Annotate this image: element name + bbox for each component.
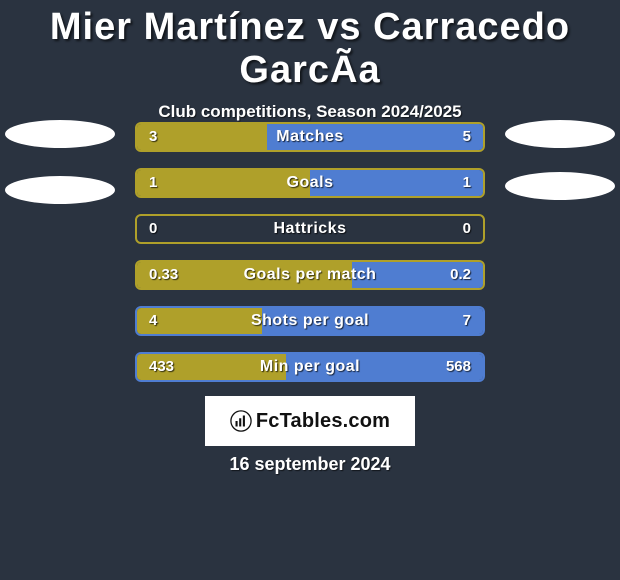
stat-label: Shots per goal [137,308,483,334]
left-avatar-stack [5,120,115,232]
stat-row: 35Matches [135,122,485,152]
stat-row: 00Hattricks [135,214,485,244]
logo-text: FcTables.com [256,410,390,433]
right-avatar-stack [505,120,615,224]
subtitle: Club competitions, Season 2024/2025 [0,102,620,122]
logo-box: FcTables.com [205,396,415,446]
stat-row: 433568Min per goal [135,352,485,382]
comparison-rows: 35Matches 11Goals 00Hattricks 0.330.2Goals … [135,122,485,398]
stat-row: 0.330.2Goals per match [135,260,485,290]
stat-row: 11Goals [135,168,485,198]
stat-label: Goals per match [137,262,483,288]
stat-label: Min per goal [137,354,483,380]
comparison-infographic: Mier Martínez vs Carracedo GarcÃ­a Club … [0,0,620,580]
logo-chart-icon [230,410,252,432]
stat-label: Goals [137,170,483,196]
team-avatar-placeholder [505,172,615,200]
stat-label: Matches [137,124,483,150]
team-avatar-placeholder [5,176,115,204]
date-text: 16 september 2024 [0,454,620,475]
logo: FcTables.com [230,410,390,433]
player-avatar-placeholder [505,120,615,148]
stat-row: 47Shots per goal [135,306,485,336]
player-avatar-placeholder [5,120,115,148]
page-title: Mier Martínez vs Carracedo GarcÃ­a [0,0,620,92]
stat-label: Hattricks [137,216,483,242]
